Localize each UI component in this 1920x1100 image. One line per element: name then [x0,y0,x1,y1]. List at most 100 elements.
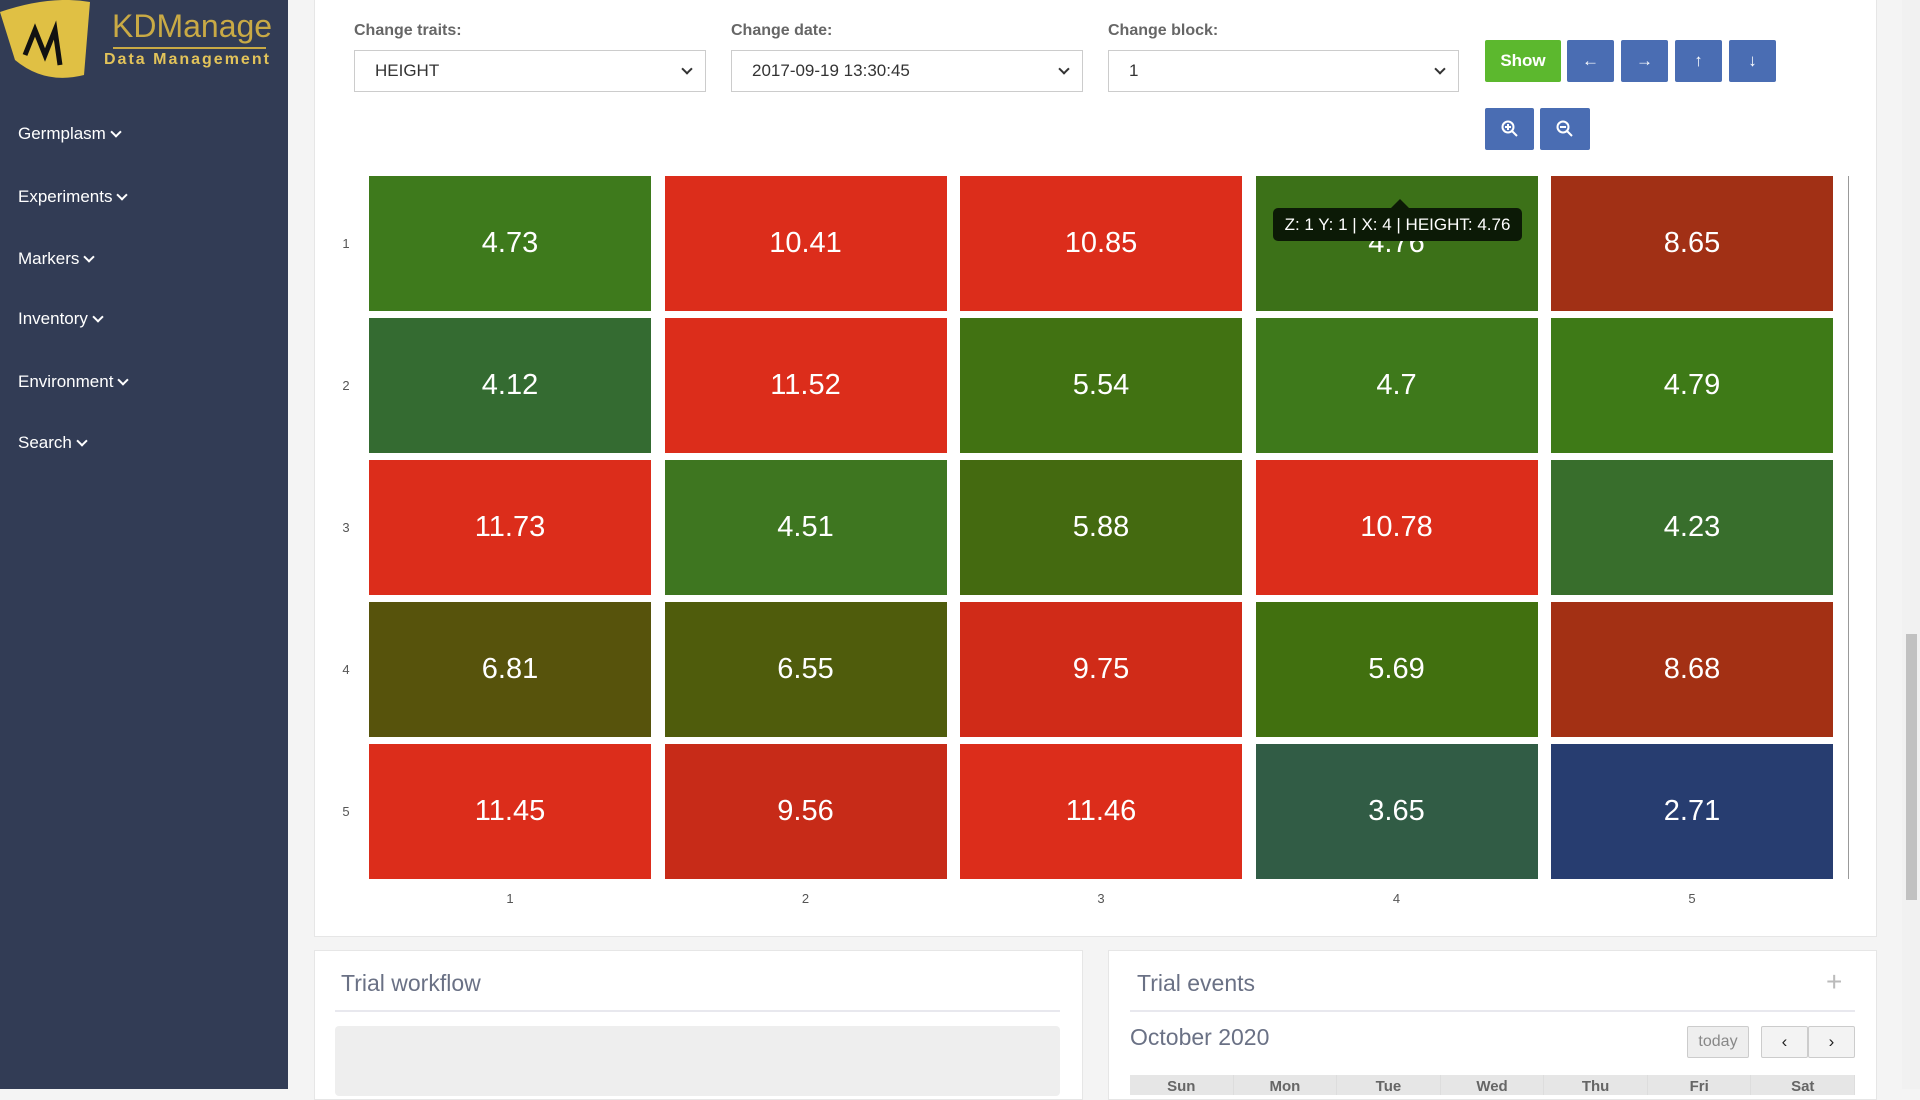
day-header: Fri [1648,1075,1752,1095]
heatmap-cell[interactable]: 10.78 [1255,460,1538,595]
heatmap-cell[interactable]: 6.55 [664,602,947,737]
sidebar-item-markers[interactable]: Markers [18,249,96,269]
heatmap-cell[interactable]: 5.88 [960,460,1242,595]
day-header: Wed [1441,1075,1545,1095]
date-select[interactable]: 2017-09-19 13:30:45 [731,50,1083,92]
heatmap-cell[interactable]: 8.68 [1551,602,1833,737]
heatmap-cell[interactable]: 11.73 [369,460,651,595]
heatmap-cell[interactable]: 11.46 [960,744,1242,879]
show-button[interactable]: Show [1485,40,1561,82]
block-select[interactable]: 1 [1108,50,1459,92]
heatmap-cell[interactable]: 5.54 [960,318,1242,453]
heatmap-cell[interactable]: 10.85 [960,176,1242,311]
sidebar-item-inventory[interactable]: Inventory [18,309,104,329]
brand-divider [113,47,266,49]
heatmap-cell[interactable]: 4.23 [1551,460,1833,595]
heatmap-cell[interactable]: 6.81 [369,602,651,737]
date-value: 2017-09-19 13:30:45 [752,61,910,80]
sidebar-item-label: Markers [18,249,80,268]
calendar-month: October 2020 [1130,1024,1270,1050]
sidebar-item-label: Inventory [18,309,88,328]
scrollbar-thumb[interactable] [1906,634,1917,900]
arrow-right-icon: → [1636,51,1653,70]
chevron-down-icon [92,311,104,323]
heatmap-cell[interactable]: 4.79 [1551,318,1833,453]
heatmap-cell[interactable]: 4.73 [369,176,651,311]
heatmap-cell[interactable]: 11.45 [369,744,651,879]
arrow-left-icon: ← [1582,51,1599,70]
divider [1130,1010,1855,1012]
day-header: Mon [1234,1075,1338,1095]
date-label: Change date: [731,22,833,39]
sidebar-item-label: Germplasm [18,124,106,143]
sidebar-item-label: Environment [18,372,114,391]
zoom-out-icon [1556,120,1573,137]
trait-select[interactable]: HEIGHT [354,50,706,92]
y-tick-label: 3 [342,520,350,535]
heatmap-cell[interactable]: 4.12 [369,318,651,453]
heatmap-cell[interactable]: 5.69 [1255,602,1538,737]
heatmap-cell[interactable]: 4.7 [1255,318,1538,453]
chevron-down-icon [681,63,693,75]
trial-events-title: Trial events [1137,970,1256,996]
heatmap-cell[interactable]: 2.71 [1551,744,1833,879]
heatmap-cell[interactable]: 10.41 [664,176,947,311]
trait-label: Change traits: [354,22,462,39]
x-tick-label: 5 [1688,891,1696,906]
x-tick-label: 3 [1097,891,1105,906]
day-header: Tue [1337,1075,1441,1095]
x-tick-label: 4 [1392,891,1401,906]
chevron-down-icon [1434,63,1446,75]
y-tick-label: 2 [342,378,350,393]
prev-month-button[interactable]: ‹ [1761,1026,1808,1058]
heatmap-cell[interactable]: 4.76 [1255,176,1538,311]
logo[interactable]: KDManage Data Management [0,0,288,85]
brand-name: KDManage [112,8,273,44]
sidebar-item-experiments[interactable]: Experiments [18,187,129,207]
zoom-in-button[interactable] [1485,108,1534,150]
zoom-out-button[interactable] [1540,108,1590,150]
trial-workflow-title: Trial workflow [341,970,481,996]
heatmap-tooltip: Z: 1 Y: 1 | X: 4 | HEIGHT: 4.76 [1273,199,1522,241]
heatmap-cell[interactable]: 3.65 [1255,744,1538,879]
arrow-down-button[interactable]: ↓ [1729,40,1776,82]
sidebar-item-search[interactable]: Search [18,433,88,453]
heatmap-cell[interactable]: 9.75 [960,602,1242,737]
chevron-down-icon [117,374,130,386]
today-button[interactable]: today [1687,1026,1749,1058]
trait-value: HEIGHT [375,61,440,80]
scrollbar[interactable] [1902,0,1920,1089]
arrow-up-button[interactable]: ↑ [1675,40,1722,82]
chevron-left-icon: ‹ [1781,1032,1788,1051]
calendar-day-header: Sun Mon Tue Wed Thu Fri Sat [1130,1075,1856,1095]
chevron-down-icon [76,435,88,447]
x-tick-label: 1 [506,891,514,906]
y-tick-label: 5 [342,804,350,819]
sidebar-item-label: Search [18,433,72,452]
add-event-icon[interactable]: + [1826,966,1843,997]
y-tick-label: 1 [342,236,350,251]
chevron-down-icon [116,189,129,201]
block-label: Change block: [1108,22,1219,39]
arrow-up-icon: ↑ [1694,51,1703,70]
zoom-in-icon [1501,120,1518,137]
next-month-button[interactable]: › [1808,1026,1855,1058]
block-value: 1 [1129,61,1139,80]
y-tick-label: 4 [342,662,350,677]
logo-cup-icon [0,0,90,78]
sidebar-item-label: Experiments [18,187,113,206]
heatmap-cell[interactable]: 9.56 [664,744,947,879]
arrow-down-icon: ↓ [1748,51,1757,70]
chevron-down-icon [83,251,96,263]
heatmap-cell[interactable]: 4.51 [664,460,947,595]
sidebar-item-germplasm[interactable]: Germplasm [18,124,122,144]
heatmap-cell[interactable]: 11.52 [664,318,947,453]
arrow-left-button[interactable]: ← [1567,40,1614,82]
brand-tagline: Data Management [104,51,271,68]
arrow-right-button[interactable]: → [1621,40,1668,82]
day-header: Sun [1130,1075,1234,1095]
x-tick-label: 2 [801,891,810,906]
sidebar-item-environment[interactable]: Environment [18,372,130,392]
heatmap-cell[interactable]: 8.65 [1551,176,1833,311]
chevron-right-icon: › [1828,1032,1835,1051]
